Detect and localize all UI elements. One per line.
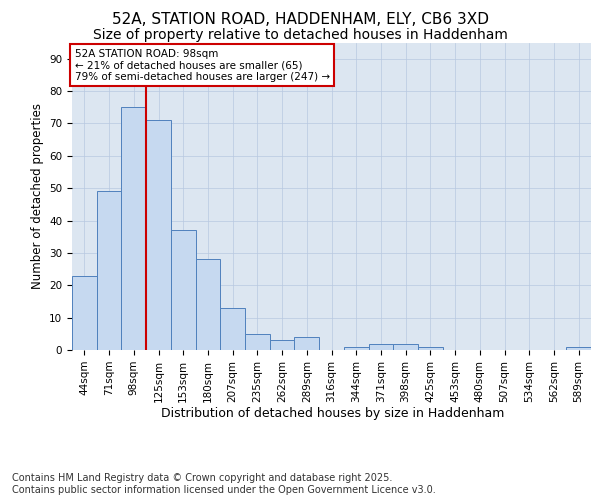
- Bar: [418, 347, 443, 350]
- Bar: [270, 340, 295, 350]
- Bar: [146, 120, 171, 350]
- Text: Distribution of detached houses by size in Haddenham: Distribution of detached houses by size …: [161, 408, 505, 420]
- Bar: [171, 230, 196, 350]
- Bar: [566, 347, 591, 350]
- Text: 52A, STATION ROAD, HADDENHAM, ELY, CB6 3XD: 52A, STATION ROAD, HADDENHAM, ELY, CB6 3…: [112, 12, 488, 28]
- Bar: [121, 107, 146, 350]
- Bar: [220, 308, 245, 350]
- Bar: [295, 337, 319, 350]
- Bar: [245, 334, 270, 350]
- Bar: [393, 344, 418, 350]
- Text: Contains HM Land Registry data © Crown copyright and database right 2025.
Contai: Contains HM Land Registry data © Crown c…: [12, 474, 436, 495]
- Y-axis label: Number of detached properties: Number of detached properties: [31, 104, 44, 289]
- Text: Size of property relative to detached houses in Haddenham: Size of property relative to detached ho…: [92, 28, 508, 42]
- Bar: [344, 347, 368, 350]
- Text: 52A STATION ROAD: 98sqm
← 21% of detached houses are smaller (65)
79% of semi-de: 52A STATION ROAD: 98sqm ← 21% of detache…: [74, 48, 330, 82]
- Bar: [368, 344, 393, 350]
- Bar: [97, 192, 121, 350]
- Bar: [72, 276, 97, 350]
- Bar: [196, 260, 220, 350]
